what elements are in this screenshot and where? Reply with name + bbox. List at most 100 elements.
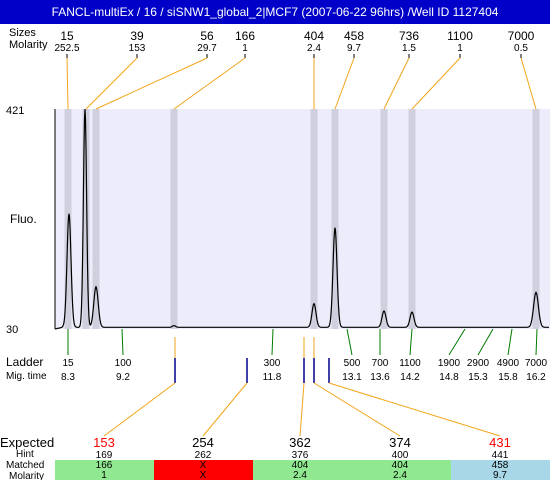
ladder-tick: [271, 328, 274, 356]
ladder-mig-time-label: 14.8: [439, 372, 459, 383]
peak-molarity-label: 0.5: [514, 43, 528, 54]
molarity-value: X: [200, 470, 207, 480]
expected-value: 254: [192, 435, 214, 450]
ladder-size-label: 500: [344, 358, 361, 369]
peak-molarity-label: 1: [242, 43, 248, 54]
peak-band: [408, 109, 416, 329]
peak-connector: [383, 57, 410, 110]
sizes-label: Sizes: [9, 27, 36, 39]
hint-value: 400: [392, 450, 409, 461]
ladder-mig-time-label: 11.8: [263, 372, 282, 383]
hint-value: 169: [96, 450, 113, 461]
fluorescence-trace: [54, 108, 549, 330]
peak-molarity-label: 153: [129, 43, 146, 54]
peak-band: [170, 109, 178, 329]
window-title: FANCL-multiEx / 16 / siSNW1_global_2|MCF…: [51, 5, 499, 19]
ladder-tick: [535, 328, 538, 356]
ladder-tick: [346, 328, 353, 356]
peak-size-label: 1100: [447, 29, 473, 43]
ladder-mig-time-label: 9.2: [116, 372, 130, 383]
matched-cell: [154, 460, 253, 480]
peak-band: [82, 109, 90, 329]
peak-connector: [85, 57, 138, 110]
expected-connector: [299, 382, 305, 437]
ladder-tick: [477, 328, 494, 356]
peak-size-label: 458: [344, 29, 364, 43]
ladder-size-label: 15: [62, 358, 74, 369]
ladder-mig-time-label: 16.2: [526, 372, 546, 383]
ladder-mig-time-label: 8.3: [61, 372, 75, 383]
ladder-size-label: 7000: [525, 358, 548, 369]
peak-molarity-label: 9.7: [347, 43, 361, 54]
molarity-value: 2.4: [393, 470, 407, 480]
peak-molarity-label: 252.5: [54, 43, 79, 54]
expected-value: 153: [93, 435, 115, 450]
ladder-tick: [507, 328, 513, 356]
matched-cell: [253, 460, 352, 480]
expected-value: 431: [489, 435, 511, 450]
expected-connector: [103, 382, 176, 437]
peak-band: [310, 109, 318, 329]
peak-band: [380, 109, 388, 329]
peak-band: [92, 109, 100, 329]
ladder-mig-time-label: 15.3: [468, 372, 488, 383]
ladder-mig-time-label: 13.6: [370, 372, 390, 383]
plot-area: [55, 109, 550, 329]
ladder-size-label: 100: [115, 358, 132, 369]
hint-value: 376: [292, 450, 309, 461]
matched-value: 404: [292, 460, 309, 471]
ladder-size-label: 2900: [467, 358, 490, 369]
molarity-bottom-label: Molarity: [9, 471, 44, 480]
peak-molarity-label: 29.7: [197, 43, 217, 54]
expected-connector: [328, 382, 501, 437]
expected-connector: [313, 382, 401, 437]
y-tick-min: 30: [6, 324, 18, 336]
ladder-size-label: 4900: [497, 358, 520, 369]
peak-band: [331, 109, 339, 329]
ladder-tick: [409, 328, 413, 356]
peak-size-label: 7000: [508, 29, 535, 43]
peak-connector: [411, 57, 461, 110]
window-title-bar: FANCL-multiEx / 16 / siSNW1_global_2|MCF…: [0, 0, 550, 24]
molarity-value: 9.7: [493, 470, 507, 480]
expected-label: Expected: [0, 435, 54, 450]
peak-size-label: 15: [60, 29, 74, 43]
peak-size-label: 736: [399, 29, 419, 43]
ladder-size-label: 700: [372, 358, 389, 369]
peak-connector: [334, 57, 355, 110]
matched-cell: [451, 460, 550, 480]
ladder-tick: [121, 328, 124, 356]
expected-value: 362: [289, 435, 311, 450]
ladder-mig-time-label: 15.8: [498, 372, 518, 383]
y-axis-label: Fluo.: [10, 212, 37, 226]
ladder-size-label: 1900: [438, 358, 461, 369]
expected-connector: [202, 382, 248, 437]
ladder-size-label: 300: [264, 358, 281, 369]
peak-molarity-label: 2.4: [307, 43, 321, 54]
ladder-label: Ladder: [6, 355, 43, 369]
matched-label: Matched: [6, 460, 44, 471]
molarity-label: Molarity: [9, 39, 48, 51]
peak-connector: [95, 57, 208, 110]
peak-size-label: 166: [235, 29, 255, 43]
peak-connector: [66, 57, 69, 110]
y-tick-max: 421: [6, 105, 24, 117]
ladder-tick: [448, 328, 466, 356]
peak-size-label: 39: [130, 29, 144, 43]
peak-connector: [520, 57, 537, 110]
ladder-mig-time-label: 14.2: [400, 372, 420, 383]
matched-value: X: [200, 460, 207, 471]
matched-cell: [352, 460, 451, 480]
mig-time-label: Mig. time: [6, 371, 47, 382]
peak-size-label: 56: [200, 29, 214, 43]
matched-value: 458: [492, 460, 509, 471]
expected-value: 374: [389, 435, 411, 450]
peak-size-label: 404: [304, 29, 324, 43]
peak-connector: [173, 57, 246, 110]
hint-label: Hint: [16, 449, 34, 460]
hint-value: 262: [195, 450, 212, 461]
matched-value: 404: [392, 460, 409, 471]
matched-cell: [55, 460, 154, 480]
peak-band: [532, 109, 540, 329]
